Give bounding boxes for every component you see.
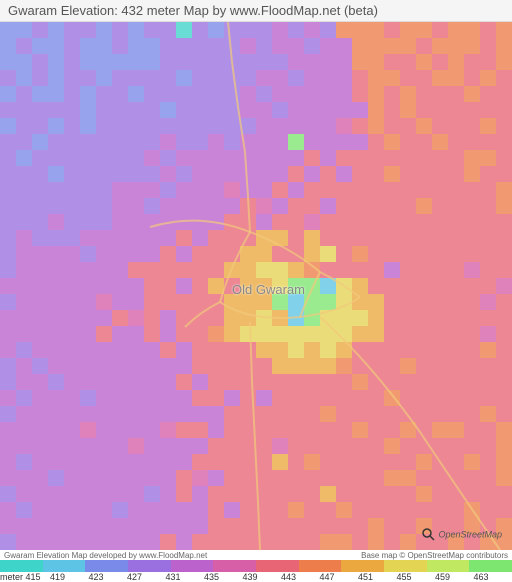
attribution-left: Gwaram Elevation Map developed by www.Fl…	[4, 551, 207, 560]
legend-labels: meter 4154194234274314354394434474514554…	[0, 572, 512, 582]
legend-colorbar	[0, 560, 512, 572]
title-text: Gwaram Elevation: 432 meter Map by www.F…	[8, 3, 378, 18]
title-bar: Gwaram Elevation: 432 meter Map by www.F…	[0, 0, 512, 22]
magnifier-icon	[422, 528, 436, 542]
map-container: Gwaram Elevation: 432 meter Map by www.F…	[0, 0, 512, 582]
osm-attribution-badge: OpenStreetMap	[422, 528, 502, 542]
osm-badge-text: OpenStreetMap	[438, 529, 502, 539]
elevation-heatmap	[0, 22, 512, 550]
map-area[interactable]: Old Gwaram OpenStreetMap	[0, 22, 512, 550]
attribution-row: Gwaram Elevation Map developed by www.Fl…	[0, 551, 512, 560]
footer: Gwaram Elevation Map developed by www.Fl…	[0, 550, 512, 582]
attribution-right: Base map © OpenStreetMap contributors	[361, 551, 508, 560]
